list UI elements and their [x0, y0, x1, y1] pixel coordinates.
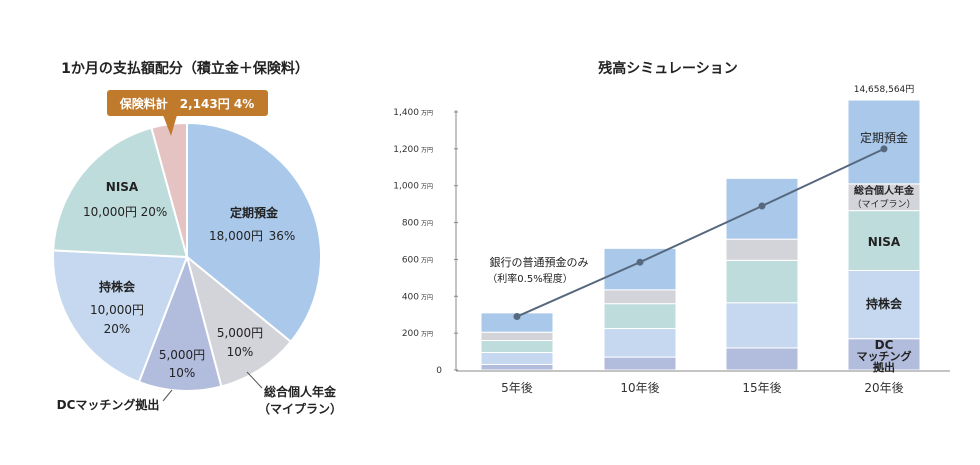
savings-line-point-1 [636, 258, 644, 266]
savings-line [513, 145, 888, 321]
leader-line-pension [246, 371, 263, 389]
x-tick-label-3: 20年後 [864, 381, 903, 395]
pie-value-nisa: 10,000円 [83, 205, 137, 219]
y-tick-label-4: 800 [402, 219, 419, 229]
pie-value-time-deposit: 18,000円 [209, 229, 263, 243]
pie-slice-3 [52, 249, 189, 384]
pie-pct-dc: 10% [169, 366, 196, 380]
seg-label-pension-2: （マイプラン） [852, 199, 915, 210]
y-tick-unit-7: 万円 [421, 110, 433, 117]
y-tick-unit-2: 万円 [421, 294, 433, 301]
bar-seg-2-2 [725, 259, 799, 304]
bar-seg-3-0 [847, 338, 921, 371]
seg-label-time-deposit: 定期預金 [860, 130, 908, 145]
savings-line-point-2 [758, 202, 766, 210]
y-tick-label-7: 1,400 [393, 108, 419, 118]
pie-label-nisa: NISA [106, 180, 139, 194]
line-note: （利率0.5%程度） [487, 272, 572, 285]
pie-pct-nisa: 20% [141, 205, 168, 219]
pie-slice-4 [52, 126, 189, 259]
bar-seg-3-4 [847, 99, 921, 185]
x-tick-label-0: 5年後 [501, 381, 533, 395]
pie-slice-2 [137, 253, 223, 392]
y-tick-unit-1: 万円 [421, 331, 433, 338]
bar-seg-3-2 [847, 210, 921, 271]
y-tick-label-1: 200 [402, 329, 419, 339]
seg-label-dc-2: マッチング [857, 349, 912, 363]
y-tick-unit-5: 万円 [421, 184, 433, 191]
pie-value-dc: 5,000円 [159, 348, 205, 362]
savings-line-path [516, 147, 885, 318]
insurance-callout-pointer [163, 115, 177, 136]
bar-total-label: 14,658,564円 [854, 84, 915, 95]
pie-pct-stock: 20% [104, 322, 131, 336]
x-tick-label-2: 15年後 [742, 381, 781, 395]
bar-seg-1-3 [603, 289, 677, 305]
bar-seg-3-3 [847, 183, 921, 212]
pie-pct-time-deposit: 36% [269, 229, 296, 243]
seg-label-nisa: NISA [868, 235, 901, 249]
y-tick-label-2: 400 [402, 292, 419, 302]
x-tick-label-1: 10年後 [620, 381, 659, 395]
seg-label-dc-3: 拠出 [873, 360, 895, 374]
bar-segments [480, 99, 921, 371]
insurance-callout-text: 保険料計 2,143円 4% [119, 96, 255, 111]
savings-line-point-3 [880, 145, 888, 153]
bar-seg-1-2 [603, 303, 677, 330]
y-tick-unit-4: 万円 [421, 221, 433, 228]
y-tick-label-0: 0 [436, 366, 442, 376]
bar-seg-2-0 [725, 347, 799, 371]
y-tick-label-6: 1,200 [393, 145, 419, 155]
pie-pct-pension: 10% [227, 345, 254, 359]
pie-value-stock: 10,000円 [90, 303, 144, 317]
seg-label-pension-1: 総合個人年金 [854, 184, 915, 197]
bar-x-axis: 5年後 10年後 15年後 20年後 [456, 370, 950, 395]
pie-ext-label-dc: DCマッチング拠出 [57, 397, 160, 412]
pie-ext-label-pension-1: 総合個人年金 [264, 384, 337, 399]
y-tick-unit-3: 万円 [421, 257, 433, 264]
y-tick-label-3: 600 [402, 255, 419, 265]
bar-seg-2-1 [725, 302, 799, 349]
bar-seg-1-4 [603, 247, 677, 291]
pie-slices [52, 121, 322, 392]
bar-seg-0-3 [480, 331, 554, 342]
bar-title: 残高シミュレーション [598, 60, 737, 77]
pie-label-stock: 持株会 [99, 279, 136, 294]
bar-seg-2-3 [725, 238, 799, 261]
insurance-callout-box [107, 90, 268, 116]
bar-seg-0-0 [480, 363, 554, 371]
bar-seg-0-1 [480, 351, 554, 365]
bar-seg-1-1 [603, 328, 677, 358]
seg-label-dc-1: DC [875, 338, 894, 352]
pie-slice-0 [186, 121, 322, 344]
pie-value-pension: 5,000円 [217, 326, 263, 340]
y-tick-unit-6: 万円 [421, 147, 433, 154]
leader-line-dc [162, 389, 173, 402]
pie-ext-label-pension-2: （マイプラン） [258, 401, 342, 416]
bar-seg-0-4 [480, 312, 554, 333]
seg-label-stock: 持株会 [866, 296, 903, 311]
y-tick-label-5: 1,000 [393, 182, 419, 192]
bar-seg-0-2 [480, 340, 554, 353]
bar-seg-3-1 [847, 269, 921, 340]
pie-title: 1か月の支払額配分（積立金＋保険料） [61, 60, 309, 77]
savings-line-point-0 [513, 313, 521, 321]
bar-seg-1-0 [603, 356, 677, 371]
pie-label-time-deposit: 定期預金 [230, 205, 279, 220]
line-label: 銀行の普通預金のみ [490, 255, 589, 269]
